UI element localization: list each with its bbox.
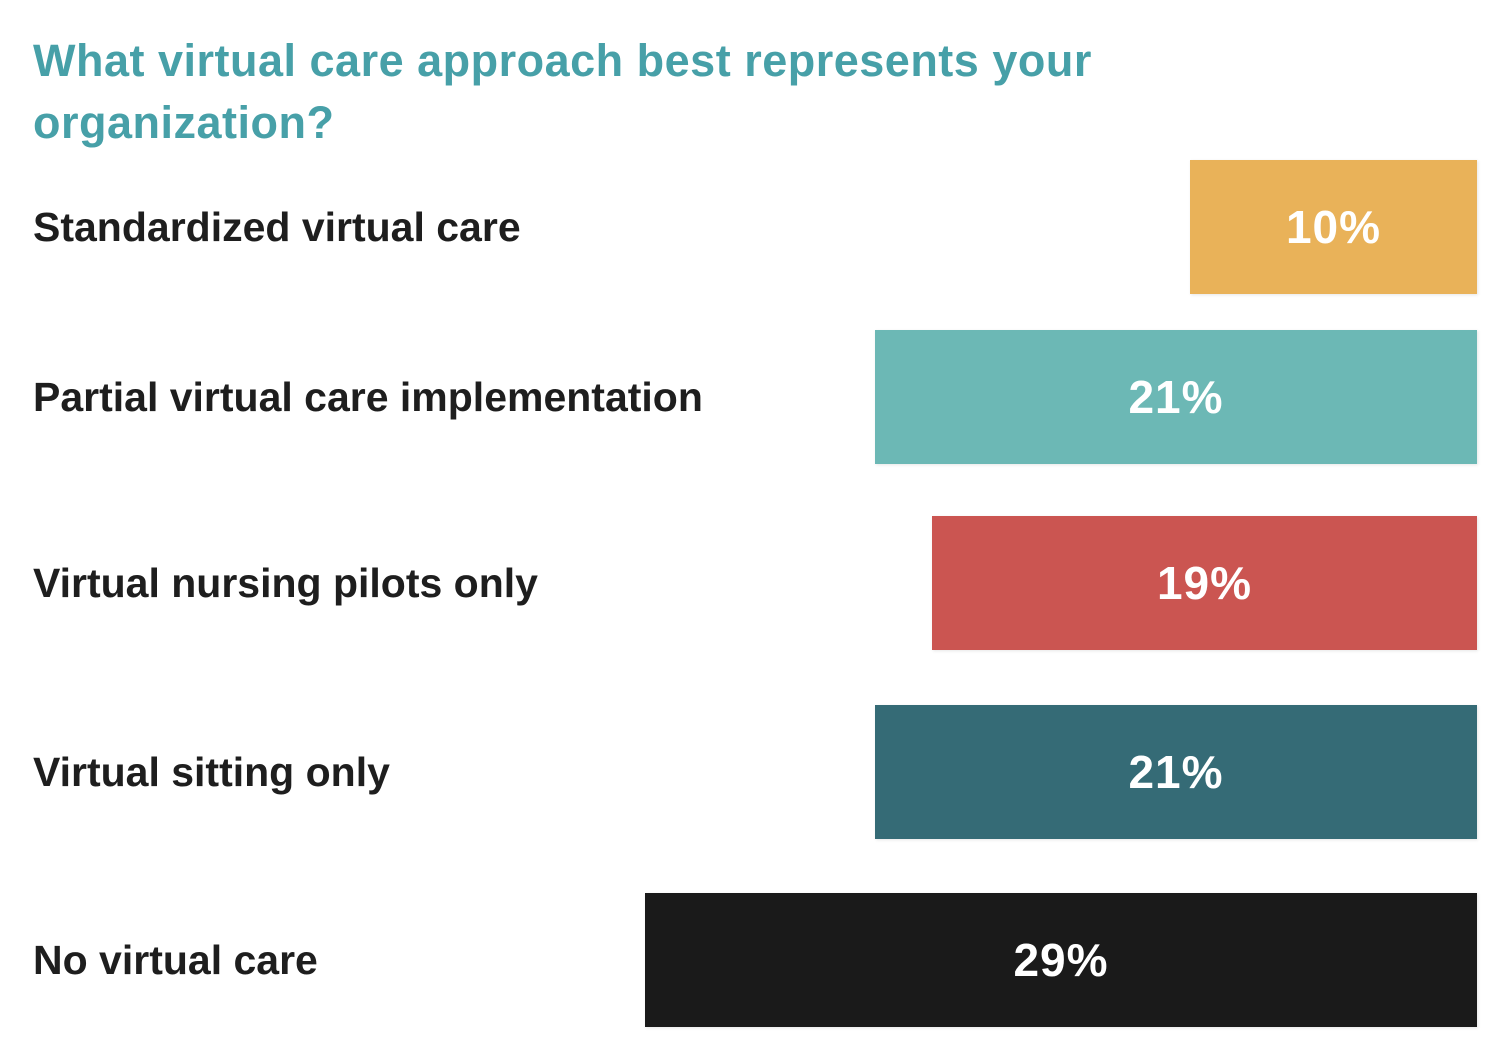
bar-value-label: 19% (1156, 557, 1253, 609)
bar-value-label: 21% (1128, 746, 1224, 798)
bar-value-label: 29% (1013, 934, 1109, 986)
bar-virtual-sitting-only: 21% (875, 705, 1477, 839)
bar-value-label: 21% (1128, 371, 1224, 423)
bar-value-label: 10% (1285, 201, 1382, 253)
bar-no-virtual-care: 29% (645, 893, 1477, 1027)
bar-label-no-virtual-care: No virtual care (33, 937, 318, 983)
bar-label-partial-virtual-care-implementation: Partial virtual care implementation (33, 374, 703, 420)
bar-standardized-virtual-care: 10% (1190, 160, 1477, 294)
bar-label-standardized-virtual-care: Standardized virtual care (33, 204, 521, 250)
bar-virtual-nursing-pilots-only: 19% (932, 516, 1477, 650)
bar-label-virtual-sitting-only: Virtual sitting only (33, 749, 390, 795)
bar-partial-virtual-care-implementation: 21% (875, 330, 1477, 464)
chart-title: What virtual care approach best represen… (33, 35, 1092, 148)
bar-label-virtual-nursing-pilots-only: Virtual nursing pilots only (33, 560, 538, 606)
